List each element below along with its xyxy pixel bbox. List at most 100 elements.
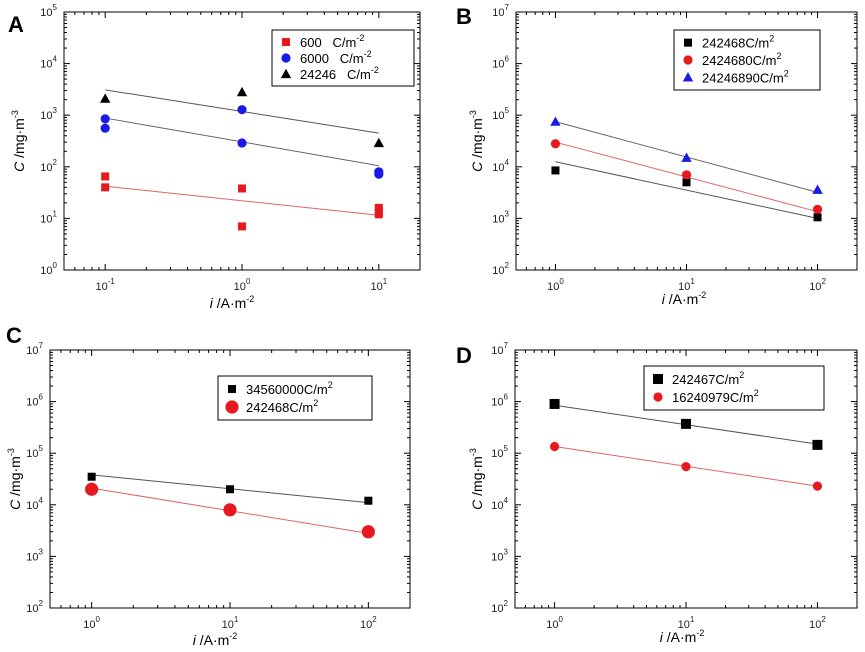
y-tick-label: 102 [492,261,509,277]
x-axis-title: i /A·m-2 [660,628,705,645]
x-tick-label: 100 [546,615,563,631]
y-tick-label: 105 [26,444,43,460]
panel-label-b: B [456,4,472,29]
legend-marker [683,55,693,65]
data-point [812,184,823,194]
y-tick-label: 103 [492,209,509,225]
data-point [812,204,823,214]
legend-marker [684,38,692,47]
data-point [100,123,110,133]
y-tick-label: 103 [491,547,508,563]
legend-box [217,375,373,421]
data-point [550,139,561,149]
chart-panel-b: B 102 103 104 105 106 107 100 101 102 i /A·m-2 C /m… [456,3,858,307]
data-point [85,482,99,496]
x-tick-label: 101 [370,277,387,293]
y-tick-label: 104 [491,496,508,512]
y-tick-label: 104 [492,158,509,174]
y-tick-label: 104 [40,55,57,71]
data-point [223,503,237,517]
legend-entry-label: 242468C/m2 [246,398,318,415]
x-tick-label: 10-1 [95,277,115,293]
data-point [549,441,560,452]
data-point [99,93,111,103]
legend-entry-label: 6000 C/m-2 [300,49,372,66]
data-point [812,481,823,491]
y-tick-label: 106 [491,393,508,409]
data-point [550,116,561,126]
y-tick-label: 102 [26,599,43,615]
x-tick-label: 102 [809,277,826,293]
legend-entry-label: 24246 C/m-2 [300,65,379,82]
data-point [681,170,692,180]
legend-entry-label: 242468C/m2 [702,34,774,51]
x-tick-label: 100 [234,277,251,293]
data-point [681,461,691,472]
legend-entry-label: 34560000C/m2 [246,380,333,397]
data-point [549,398,560,409]
x-tick-label: 101 [678,615,695,631]
x-tick-label: 100 [547,277,564,293]
legend-marker [282,38,290,46]
fit-line-0 [555,161,818,219]
x-tick-label: 102 [809,615,826,631]
legend-marker [225,400,239,414]
x-tick-label: 102 [360,615,377,631]
data-point [373,137,385,148]
legend-entry-label: 242467C/m2 [672,370,744,387]
y-axis-title: C /mg·m-3 [468,448,485,510]
legend-marker [682,72,694,82]
panel-label-c: C [6,323,22,348]
legend-box [643,365,825,411]
data-point [812,439,823,450]
y-tick-label: 103 [40,106,57,122]
data-point [374,210,383,219]
x-axis-title: i /A·m-2 [662,290,707,307]
y-axis-title: C /mg·m-3 [10,110,27,172]
x-axis-title: i /A·m-2 [210,294,255,311]
y-tick-label: 105 [491,444,508,460]
y-axis-title: C /mg·m-3 [6,448,23,510]
y-axis-title: C /mg·m-3 [468,110,485,172]
x-tick-label: 101 [222,615,239,631]
y-tick-label: 106 [492,55,509,71]
data-point [237,138,247,148]
legend-marker [281,53,291,63]
data-point [364,496,373,505]
legend-box [271,29,415,87]
y-tick-label: 101 [40,209,57,225]
legend-entry-label: 2424680C/m2 [702,51,781,68]
y-tick-label: 104 [26,496,43,512]
y-tick-label: 103 [26,547,43,563]
x-axis-title: i /A·m-2 [193,631,238,648]
legend-entry-label: 24246890C/m2 [702,68,789,85]
fit-line-0 [105,185,379,216]
y-tick-label: 107 [26,341,43,357]
legend-marker [228,385,236,393]
y-tick-label: 105 [492,106,509,122]
data-point [237,105,247,115]
y-tick-label: 102 [491,599,508,615]
legend-entry-label: 600 C/m-2 [300,33,364,50]
chart-panel-d: D 102 103 104 105 106 107 100 101 102 i /A·m-2 C /m… [456,341,858,645]
data-point [374,169,384,179]
legend-marker [653,392,663,402]
data-point [100,114,110,124]
y-tick-label: 106 [26,393,43,409]
data-point [226,485,234,494]
data-point [101,183,110,192]
legend-box [673,29,821,91]
data-point [681,152,692,162]
x-tick-label: 101 [678,277,695,293]
y-tick-label: 105 [40,3,57,19]
y-tick-label: 100 [40,261,57,277]
legend-marker [653,374,663,384]
data-point [361,525,375,539]
data-point [238,222,246,231]
panel-label-a: A [8,12,24,37]
